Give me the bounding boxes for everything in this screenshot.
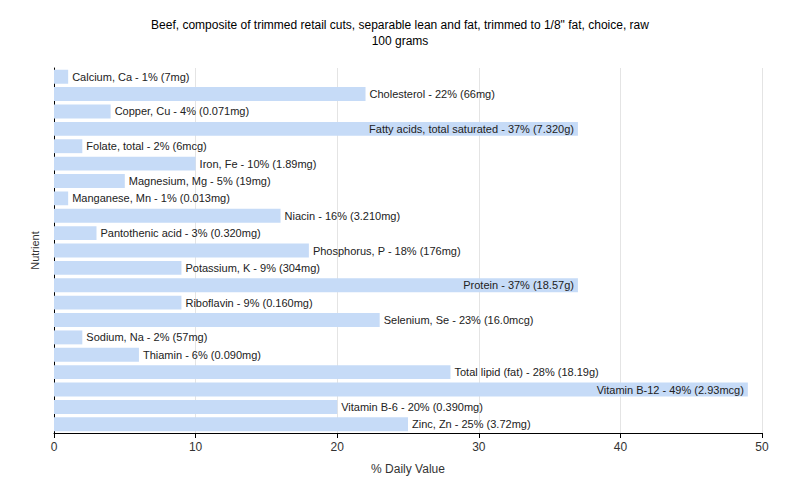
svg-text:Zinc, Zn - 25% (3.72mg): Zinc, Zn - 25% (3.72mg) bbox=[412, 418, 531, 430]
svg-text:30: 30 bbox=[472, 440, 486, 454]
svg-text:Protein - 37% (18.57g): Protein - 37% (18.57g) bbox=[463, 279, 574, 291]
svg-text:Fatty acids, total saturated -: Fatty acids, total saturated - 37% (7.32… bbox=[369, 123, 574, 135]
svg-text:100 grams: 100 grams bbox=[372, 34, 429, 48]
svg-text:Selenium, Se - 23% (16.0mcg): Selenium, Se - 23% (16.0mcg) bbox=[384, 314, 534, 326]
svg-text:40: 40 bbox=[614, 440, 628, 454]
svg-text:Riboflavin - 9% (0.160mg): Riboflavin - 9% (0.160mg) bbox=[185, 297, 312, 309]
svg-text:Pantothenic acid - 3% (0.320mg: Pantothenic acid - 3% (0.320mg) bbox=[100, 227, 260, 239]
svg-text:0: 0 bbox=[51, 440, 58, 454]
svg-text:Magnesium, Mg - 5% (19mg): Magnesium, Mg - 5% (19mg) bbox=[129, 175, 271, 187]
svg-text:Folate, total - 2% (6mcg): Folate, total - 2% (6mcg) bbox=[86, 140, 206, 152]
svg-text:Vitamin B-6 - 20% (0.390mg): Vitamin B-6 - 20% (0.390mg) bbox=[341, 401, 483, 413]
svg-text:Cholesterol - 22% (66mg): Cholesterol - 22% (66mg) bbox=[370, 88, 495, 100]
svg-text:Potassium, K - 9% (304mg): Potassium, K - 9% (304mg) bbox=[185, 262, 320, 274]
svg-text:10: 10 bbox=[189, 440, 203, 454]
svg-text:Iron, Fe - 10% (1.89mg): Iron, Fe - 10% (1.89mg) bbox=[200, 158, 317, 170]
svg-text:50: 50 bbox=[755, 440, 769, 454]
svg-text:% Daily Value: % Daily Value bbox=[371, 462, 445, 476]
svg-text:Beef, composite of trimmed ret: Beef, composite of trimmed retail cuts, … bbox=[151, 18, 649, 32]
svg-text:Phosphorus, P - 18% (176mg): Phosphorus, P - 18% (176mg) bbox=[313, 245, 461, 257]
svg-text:Thiamin - 6% (0.090mg): Thiamin - 6% (0.090mg) bbox=[143, 349, 261, 361]
svg-text:20: 20 bbox=[331, 440, 345, 454]
svg-text:Total lipid (fat) - 28% (18.19: Total lipid (fat) - 28% (18.19g) bbox=[454, 366, 598, 378]
svg-text:Calcium, Ca - 1% (7mg): Calcium, Ca - 1% (7mg) bbox=[72, 71, 189, 83]
svg-text:Manganese, Mn - 1% (0.013mg): Manganese, Mn - 1% (0.013mg) bbox=[72, 192, 230, 204]
svg-text:Nutrient: Nutrient bbox=[29, 231, 41, 270]
svg-text:Copper, Cu - 4% (0.071mg): Copper, Cu - 4% (0.071mg) bbox=[115, 105, 250, 117]
svg-text:Sodium, Na - 2% (57mg): Sodium, Na - 2% (57mg) bbox=[86, 331, 207, 343]
svg-text:Vitamin B-12 - 49% (2.93mcg): Vitamin B-12 - 49% (2.93mcg) bbox=[597, 384, 744, 396]
svg-text:Niacin - 16% (3.210mg): Niacin - 16% (3.210mg) bbox=[285, 210, 401, 222]
